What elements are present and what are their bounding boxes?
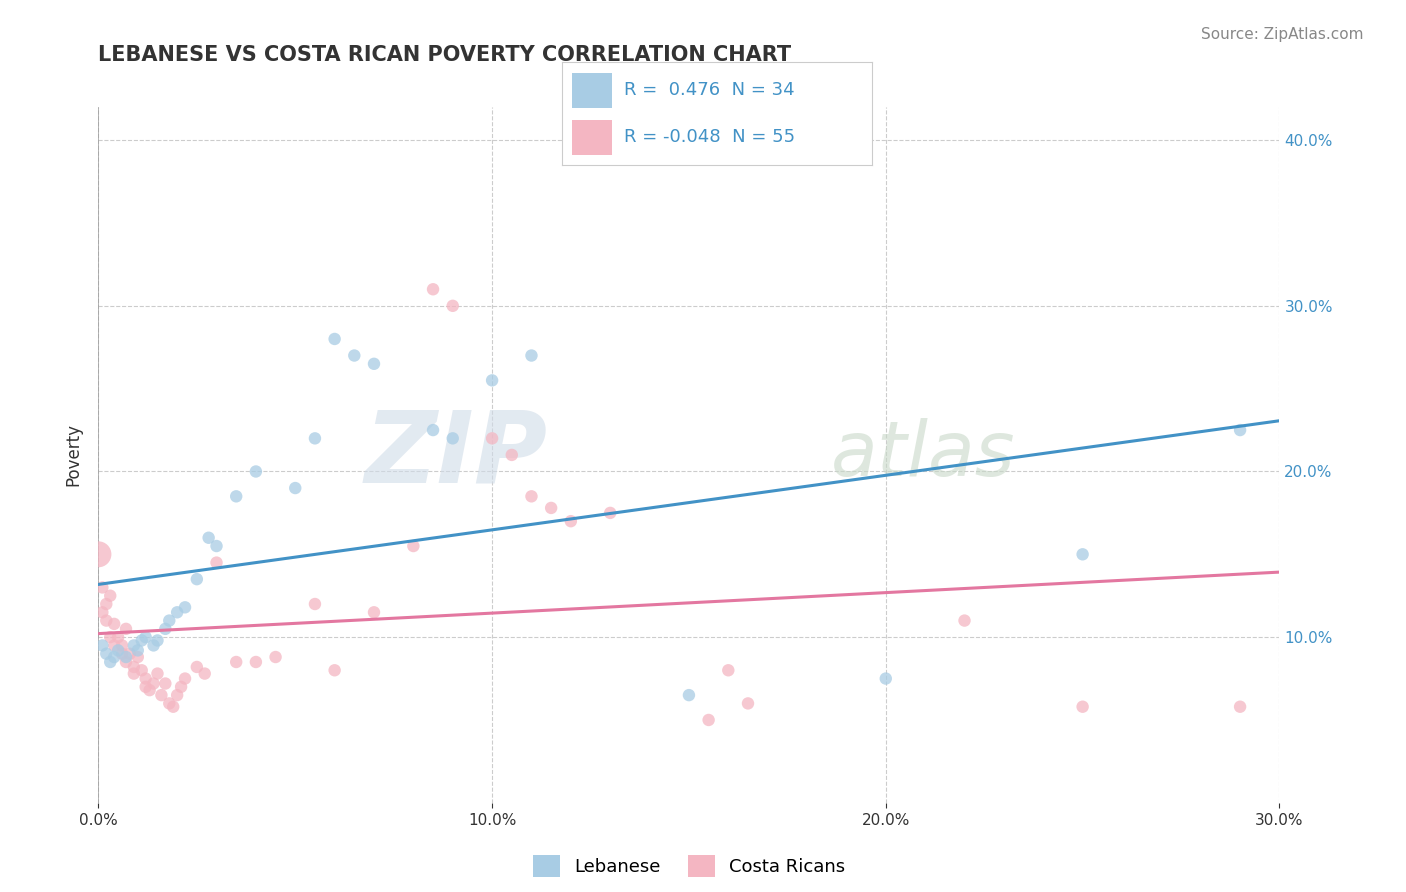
Point	[122, 666, 145, 681]
Bar	[572, 120, 612, 155]
Point	[343, 349, 366, 363]
Point	[599, 506, 621, 520]
Point	[441, 431, 464, 445]
Point	[103, 639, 125, 653]
Text: atlas: atlas	[831, 418, 1015, 491]
Point	[166, 688, 188, 702]
Point	[91, 605, 114, 619]
Point	[96, 647, 118, 661]
Point	[135, 630, 157, 644]
Point	[284, 481, 307, 495]
Point	[225, 489, 247, 503]
Point	[127, 650, 149, 665]
Point	[717, 663, 740, 677]
Point	[87, 547, 110, 561]
Point	[162, 699, 184, 714]
Point	[245, 465, 267, 479]
Text: ZIP: ZIP	[364, 407, 547, 503]
Point	[146, 666, 169, 681]
Point	[157, 697, 180, 711]
Point	[155, 676, 177, 690]
Point	[122, 639, 145, 653]
Point	[118, 647, 141, 661]
Point	[363, 357, 385, 371]
Point	[245, 655, 267, 669]
Point	[91, 639, 114, 653]
Point	[560, 514, 582, 528]
Point	[174, 672, 197, 686]
Point	[131, 633, 153, 648]
Point	[115, 622, 138, 636]
Point	[264, 650, 287, 665]
Point	[135, 672, 157, 686]
Point	[91, 581, 114, 595]
Point	[363, 605, 385, 619]
Text: R = -0.048  N = 55: R = -0.048 N = 55	[624, 128, 796, 146]
Point	[111, 639, 134, 653]
Point	[115, 655, 138, 669]
Point	[166, 605, 188, 619]
Text: R =  0.476  N = 34: R = 0.476 N = 34	[624, 81, 794, 99]
Point	[304, 597, 326, 611]
Point	[138, 683, 160, 698]
Point	[323, 663, 346, 677]
Point	[103, 616, 125, 631]
Point	[186, 660, 208, 674]
Point	[1229, 699, 1251, 714]
Point	[520, 489, 543, 503]
Point	[174, 600, 197, 615]
Y-axis label: Poverty: Poverty	[65, 424, 83, 486]
Point	[737, 697, 759, 711]
Point	[422, 423, 444, 437]
Point	[142, 676, 165, 690]
Point	[98, 630, 121, 644]
Point	[501, 448, 523, 462]
Point	[875, 672, 897, 686]
Text: LEBANESE VS COSTA RICAN POVERTY CORRELATION CHART: LEBANESE VS COSTA RICAN POVERTY CORRELAT…	[98, 45, 792, 64]
Point	[678, 688, 700, 702]
Point	[402, 539, 425, 553]
Point	[1229, 423, 1251, 437]
Point	[115, 650, 138, 665]
Point	[1071, 699, 1094, 714]
Point	[520, 349, 543, 363]
Point	[131, 663, 153, 677]
Point	[225, 655, 247, 669]
Bar	[572, 73, 612, 108]
Point	[96, 597, 118, 611]
Point	[107, 630, 129, 644]
Point	[304, 431, 326, 445]
Point	[1071, 547, 1094, 561]
Point	[697, 713, 720, 727]
Point	[170, 680, 193, 694]
Point	[122, 660, 145, 674]
Point	[197, 531, 219, 545]
Point	[953, 614, 976, 628]
Point	[205, 539, 228, 553]
Point	[186, 572, 208, 586]
Text: Source: ZipAtlas.com: Source: ZipAtlas.com	[1201, 27, 1364, 42]
Point	[540, 500, 562, 515]
Point	[98, 589, 121, 603]
Point	[96, 614, 118, 628]
Point	[98, 655, 121, 669]
Legend: Lebanese, Costa Ricans: Lebanese, Costa Ricans	[526, 847, 852, 884]
Point	[103, 650, 125, 665]
Point	[205, 556, 228, 570]
Point	[150, 688, 173, 702]
Point	[135, 680, 157, 694]
Point	[157, 614, 180, 628]
Point	[422, 282, 444, 296]
Point	[146, 633, 169, 648]
Point	[142, 639, 165, 653]
Point	[481, 431, 503, 445]
Point	[323, 332, 346, 346]
Point	[155, 622, 177, 636]
Point	[441, 299, 464, 313]
Point	[194, 666, 217, 681]
Point	[127, 643, 149, 657]
Point	[481, 373, 503, 387]
Point	[111, 647, 134, 661]
Point	[107, 643, 129, 657]
